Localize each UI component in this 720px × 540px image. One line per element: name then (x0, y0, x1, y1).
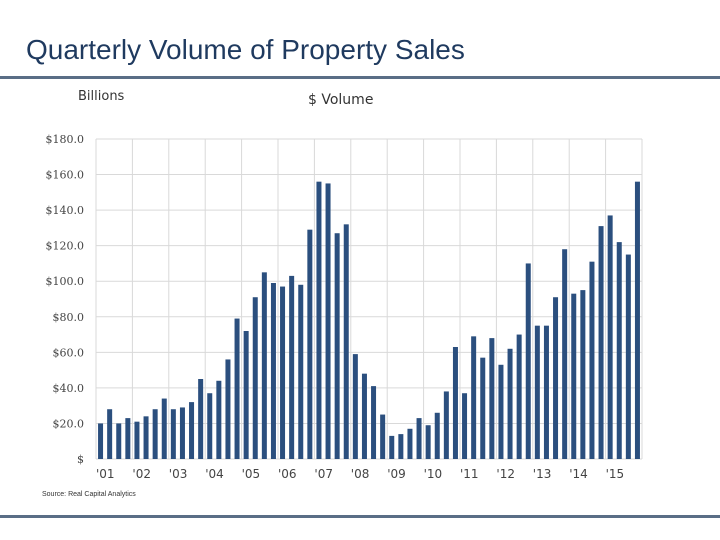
bar (198, 379, 204, 459)
x-tick-label: '14 (569, 467, 588, 481)
bar (580, 290, 586, 459)
bar (298, 284, 304, 459)
bar (525, 263, 531, 459)
bar (307, 229, 313, 459)
bar (280, 286, 286, 459)
bar (189, 402, 195, 459)
x-tick-label: '11 (460, 467, 479, 481)
x-tick-label: '10 (424, 467, 443, 481)
axis-labels: $ $20.0 $40.0 $60.0 $80.0 $100.0 $120.0 $140.0 $… (46, 133, 625, 481)
y-tick-label: $40.0 (53, 382, 85, 395)
bar (471, 336, 477, 459)
bar (452, 347, 458, 459)
bar (443, 391, 449, 459)
bar (179, 407, 185, 459)
grid-lines (95, 138, 643, 460)
source-note: Source: Real Capital Analytics (42, 491, 136, 498)
bar (316, 181, 322, 459)
bar (361, 373, 367, 459)
y-tick-label: $20.0 (53, 417, 85, 430)
bar (325, 183, 331, 459)
bar (207, 393, 213, 459)
top-divider (0, 76, 720, 79)
bar (143, 416, 149, 459)
bar (243, 331, 249, 459)
bar (416, 418, 422, 459)
y-tick-label: $100.0 (46, 275, 85, 288)
bar (516, 334, 522, 459)
bar (334, 233, 340, 459)
y-tick-label: $160.0 (46, 169, 85, 182)
y-tick-label: $60.0 (53, 346, 85, 359)
bar (398, 434, 404, 459)
bar (489, 338, 495, 459)
x-tick-label: '02 (132, 467, 151, 481)
x-tick-label: '15 (606, 467, 625, 481)
bar (289, 275, 295, 459)
bar (634, 181, 640, 459)
bar (216, 380, 222, 459)
bar (270, 283, 276, 459)
y-tick-label: $140.0 (46, 204, 85, 217)
bar (534, 325, 540, 459)
x-tick-label: '13 (533, 467, 552, 481)
bar (98, 423, 104, 459)
bar (380, 414, 386, 459)
y-axis-units-label: Billions (78, 89, 125, 104)
y-tick-label: $120.0 (46, 240, 85, 253)
bottom-divider (0, 515, 720, 518)
y-tick-label: $80.0 (53, 311, 85, 324)
bar (625, 254, 631, 459)
chart-title: $ Volume (308, 92, 374, 108)
y-tick-label: $180.0 (46, 133, 85, 146)
bar (371, 386, 377, 459)
x-tick-label: '01 (96, 467, 115, 481)
bar (589, 261, 595, 459)
x-tick-label: '09 (387, 467, 406, 481)
bar (571, 293, 577, 459)
y-tick-label: $ (77, 453, 84, 466)
x-tick-label: '07 (314, 467, 333, 481)
bar (261, 272, 267, 459)
bar (480, 357, 486, 459)
bar (507, 348, 513, 459)
bar (134, 421, 140, 459)
bar (543, 325, 549, 459)
x-tick-label: '06 (278, 467, 297, 481)
bars (98, 181, 640, 459)
bar (607, 215, 613, 459)
x-tick-label: '04 (205, 467, 224, 481)
bar (616, 242, 622, 459)
bar (234, 318, 240, 459)
bar (170, 409, 176, 459)
bar (434, 412, 440, 459)
bar (225, 359, 231, 459)
bar (116, 423, 122, 459)
x-tick-label: '03 (169, 467, 188, 481)
bar (598, 226, 604, 459)
bar (498, 364, 504, 459)
x-tick-label: '05 (242, 467, 261, 481)
bar (107, 409, 113, 459)
bar (407, 428, 413, 459)
bar (425, 425, 431, 459)
bar (125, 418, 131, 459)
bar (252, 297, 258, 459)
bar (161, 398, 167, 459)
x-tick-label: '12 (496, 467, 515, 481)
slide-title: Quarterly Volume of Property Sales (26, 34, 465, 65)
bar (562, 249, 568, 459)
bar (152, 409, 158, 459)
bar (462, 393, 468, 459)
x-tick-label: '08 (351, 467, 370, 481)
bar (343, 224, 349, 459)
bar (553, 297, 559, 459)
bar (389, 435, 395, 459)
bar (352, 354, 358, 459)
